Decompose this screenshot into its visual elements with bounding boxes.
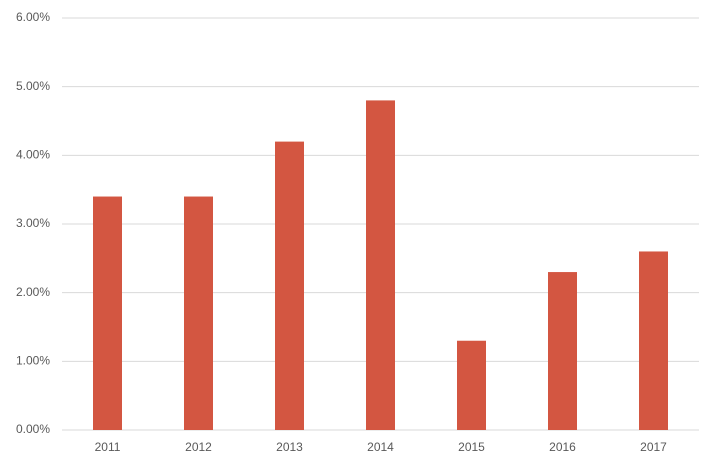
bar xyxy=(639,251,668,430)
bar xyxy=(93,196,122,430)
x-tick-label: 2011 xyxy=(95,440,121,454)
bar xyxy=(457,340,486,430)
x-tick-label: 2012 xyxy=(185,440,212,454)
x-tick-label: 2013 xyxy=(276,440,303,454)
y-tick-label: 1.00% xyxy=(16,354,50,368)
y-tick-label: 2.00% xyxy=(16,285,50,299)
bar xyxy=(366,100,395,431)
y-tick-label: 5.00% xyxy=(16,79,50,93)
y-tick-label: 0.00% xyxy=(16,422,50,436)
bar xyxy=(184,196,213,430)
y-tick-label: 6.00% xyxy=(16,10,50,24)
x-tick-label: 2015 xyxy=(458,440,485,454)
y-tick-label: 4.00% xyxy=(16,148,50,162)
x-tick-label: 2017 xyxy=(640,440,667,454)
x-tick-label: 2016 xyxy=(549,440,576,454)
bar xyxy=(275,141,304,430)
y-tick-label: 3.00% xyxy=(16,216,50,230)
bar xyxy=(548,272,577,430)
x-tick-label: 2014 xyxy=(367,440,394,454)
